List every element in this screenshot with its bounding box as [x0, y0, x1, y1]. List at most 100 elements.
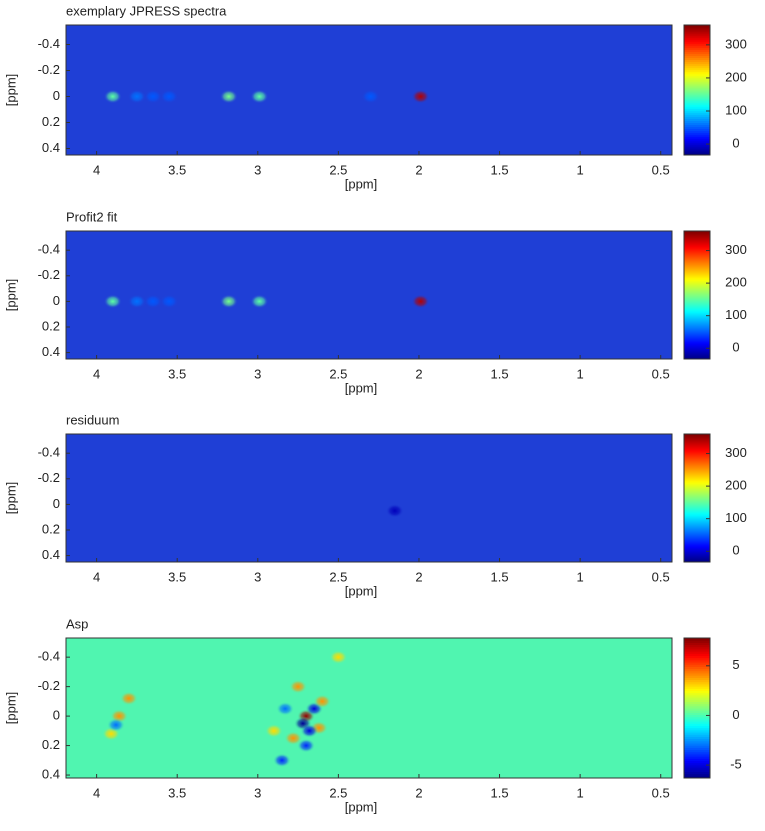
colorbar-cell [684, 542, 710, 545]
colorbar-cell [684, 90, 710, 93]
colorbar-cell [684, 267, 710, 270]
colorbar-cell [684, 703, 710, 707]
colorbar-tick-label: 0 [732, 340, 739, 355]
colorbar-tick-label: 100 [725, 510, 747, 525]
x-tick-label: 3.5 [168, 162, 186, 177]
peak [219, 89, 238, 104]
colorbar-cell [684, 456, 710, 459]
colorbar-tick-label: 0 [732, 136, 739, 151]
y-tick-label: 0.2 [42, 318, 60, 333]
colorbar-cell [684, 271, 710, 274]
peak [276, 701, 295, 716]
colorbar-cell [684, 675, 710, 678]
x-axis-label: [ppm] [345, 176, 378, 191]
peak [250, 294, 269, 309]
colorbar-cell [684, 666, 710, 670]
colorbar-cell [684, 723, 710, 726]
colorbar-cell [684, 281, 710, 284]
colorbar-cell [684, 775, 710, 779]
x-tick-label: 2 [415, 785, 422, 800]
colorbar-cell [684, 96, 710, 99]
colorbar-cell [684, 651, 710, 654]
colorbar-tick-label: 0 [732, 707, 739, 722]
colorbar-cell [684, 45, 710, 48]
colorbar-cell [684, 504, 710, 507]
colorbar-cell [684, 484, 710, 487]
colorbar-cell [684, 727, 710, 731]
colorbar-cell [684, 152, 710, 156]
colorbar-cell [684, 94, 710, 97]
y-axis-label: [ppm] [3, 74, 18, 107]
colorbar-cell [684, 124, 710, 128]
colorbar-cell [684, 760, 710, 764]
colorbar-cell [684, 237, 710, 240]
colorbar-cell [684, 249, 710, 252]
colorbar-cell [684, 231, 710, 234]
peak [160, 294, 179, 309]
colorbar-cell [684, 502, 710, 505]
colorbar-cell [684, 514, 710, 517]
colorbar-cell [684, 79, 710, 83]
colorbar-cell [684, 134, 710, 138]
colorbar-cell [684, 690, 710, 694]
colorbar-cell [684, 47, 710, 50]
colorbar-cell [684, 140, 710, 144]
colorbar-cell [684, 558, 710, 561]
peak [329, 650, 348, 665]
colorbar-cell [684, 317, 710, 320]
colorbar-cell [684, 434, 710, 437]
x-tick-label: 1 [577, 162, 584, 177]
colorbar-cell [684, 532, 710, 535]
colorbar-cell [684, 353, 710, 356]
colorbar-cell [684, 450, 710, 453]
peak [103, 294, 122, 309]
colorbar-cell [684, 311, 710, 314]
colorbar-cell [684, 138, 710, 142]
colorbar-cell [684, 301, 710, 304]
colorbar-cell [684, 349, 710, 352]
colorbar-cell [684, 323, 710, 326]
colorbar-cell [684, 758, 710, 761]
colorbar-cell [684, 75, 710, 79]
colorbar-cell [684, 694, 710, 698]
colorbar-tick-label: -5 [730, 757, 742, 772]
peak [313, 694, 332, 709]
peak [144, 294, 163, 309]
peak [284, 731, 303, 746]
colorbar-cell [684, 486, 710, 489]
colorbar-frame [683, 230, 711, 360]
colorbar-cell [684, 303, 710, 306]
x-tick-label: 3 [254, 569, 261, 584]
panel-title: Profit2 fit [66, 209, 118, 224]
colorbar-cell [684, 146, 710, 150]
colorbar-cell [684, 309, 710, 312]
colorbar-cell [684, 648, 710, 652]
colorbar-cell [684, 112, 710, 115]
colorbar-cell [684, 299, 710, 302]
colorbar-cell [684, 462, 710, 465]
x-tick-label: 1 [577, 785, 584, 800]
colorbar-cell [684, 438, 710, 441]
colorbar-tick-label: 300 [725, 242, 747, 257]
x-tick-label: 4 [93, 569, 100, 584]
colorbar-cell [684, 681, 710, 685]
colorbar-cell [684, 114, 710, 117]
colorbar-cell [684, 725, 710, 729]
colorbar-cell [684, 749, 710, 753]
colorbar-cell [684, 508, 710, 511]
colorbar-cell [684, 460, 710, 463]
colorbar-frame [683, 24, 711, 156]
colorbar-cell [684, 466, 710, 469]
heatmap [103, 89, 430, 104]
x-tick-label: 0.5 [652, 785, 670, 800]
x-tick-label: 3 [254, 162, 261, 177]
y-tick-label: -0.2 [38, 678, 60, 693]
y-tick-label: 0 [53, 293, 60, 308]
colorbar-cell [684, 116, 710, 119]
colorbar-tick-label: 300 [725, 36, 747, 51]
colorbar-cell [684, 108, 710, 111]
colorbar-cell [684, 337, 710, 340]
colorbar-cell [684, 552, 710, 555]
peak [289, 679, 308, 694]
colorbar-cell [684, 100, 710, 103]
